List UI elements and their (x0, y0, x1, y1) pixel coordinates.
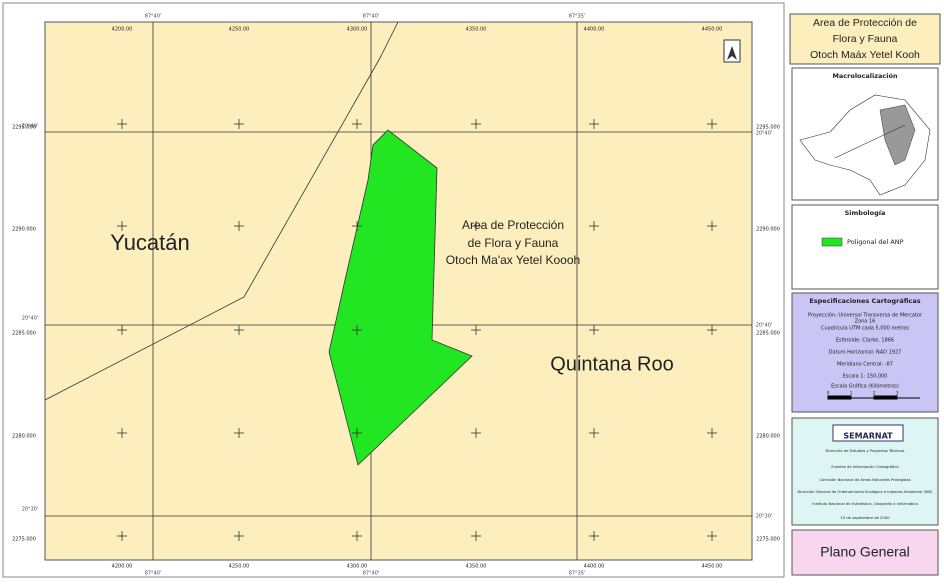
northing-label: 2285.000 (756, 331, 780, 337)
northing-label: 2275.000 (12, 537, 36, 543)
spec-line: Cuadrícula UTM cada 5,000 metros (821, 325, 909, 332)
degree-label: 20°30' (756, 514, 773, 520)
degree-label: 87°35' (569, 571, 586, 577)
logo-text: SEMARNAT (843, 432, 893, 441)
easting-label: 4300.00 (347, 564, 368, 570)
northing-label: 2295.000 (756, 125, 780, 131)
credit-line: 15 de septiembre de 2000 (841, 516, 891, 520)
credit-line: Comisión Nacional de Áreas Naturales Pro… (819, 477, 910, 482)
degree-label: 87°40' (145, 571, 162, 577)
northing-label: 2275.000 (756, 537, 780, 543)
easting-label: 4350.00 (466, 564, 487, 570)
easting-label: 4200.00 (112, 27, 133, 33)
region-label: Quintana Roo (550, 353, 673, 375)
northing-label: 2295.000 (12, 125, 36, 131)
easting-label: 4400.00 (584, 564, 605, 570)
degree-label: 20°40' (756, 131, 773, 137)
credit-line: Fuentes de Información Cartográfica (831, 465, 898, 469)
degree-label: 87°40' (363, 571, 380, 577)
easting-label: 4450.00 (702, 27, 723, 33)
section-title: Especificaciones Cartográficas (809, 297, 920, 305)
spec-line: Meridiano Central: -87 (837, 362, 893, 368)
scale-tick: 2 (873, 391, 876, 397)
credit-line: Dirección de Estudios y Proyectos Técnic… (826, 449, 905, 453)
degree-label: 20°40' (756, 323, 773, 329)
anp-polygon (328, 129, 473, 466)
credit-line: Dirección General de Ordenamiento Ecológ… (798, 490, 933, 494)
region-label: Yucatán (110, 230, 190, 255)
degree-label: 87°40' (145, 14, 162, 20)
panel-title: Otoch Maáx Yetel Kooh (810, 49, 920, 61)
degree-label: 20°40' (22, 124, 39, 130)
section-title: Simbología (845, 209, 886, 217)
north-arrow (723, 39, 741, 63)
degree-label: 20°30' (22, 507, 39, 513)
spec-line: Datum Horizontal: NAD 1927 (829, 350, 902, 356)
anp-label: de Flora y Fauna (468, 236, 559, 250)
northing-label: 2280.000 (12, 434, 36, 440)
northing-label: 2285.000 (12, 331, 36, 337)
spec-line: Esferoide: Clarke, 1866 (836, 338, 894, 344)
anp-label: Area de Protección (462, 218, 564, 232)
northing-label: 2290.000 (756, 227, 780, 233)
degree-label: 87°35' (569, 14, 586, 20)
spec-line: Zona 16 (855, 319, 876, 325)
panel-title: Area de Protección de (813, 17, 917, 29)
easting-label: 4250.00 (229, 27, 250, 33)
state-boundary (44, 21, 399, 401)
easting-label: 4200.00 (112, 564, 133, 570)
spec-line: Escala 1: 150,000 (843, 374, 888, 380)
sheet-label: Plano General (820, 544, 910, 560)
easting-label: 4250.00 (229, 564, 250, 570)
right-panel (789, 13, 941, 576)
easting-label: 4400.00 (584, 27, 605, 33)
easting-label: 4450.00 (702, 564, 723, 570)
anp-label: Otoch Ma'ax Yetel Koooh (446, 253, 580, 267)
northing-label: 2280.000 (756, 434, 780, 440)
credit-line: Instituto Nacional de Estadística, Geogr… (812, 502, 917, 506)
scale-tick: 1 (850, 391, 853, 397)
section-title: Macrolocalización (832, 72, 897, 80)
degree-label: 87°40' (363, 14, 380, 20)
grid-crosses (117, 119, 717, 541)
easting-label: 4350.00 (466, 27, 487, 33)
northing-label: 2290.000 (12, 227, 36, 233)
scale-tick: 3 (896, 391, 899, 397)
degree-label: 20°40' (22, 316, 39, 322)
labels: 4200.00 4200.00 4250.00 4250.00 4300.00 4300.… (12, 14, 933, 577)
legend-item: Poligonal del ANP (847, 238, 904, 246)
panel-title: Flora y Fauna (833, 33, 898, 45)
easting-label: 4300.00 (347, 27, 368, 33)
scale-tick: 0 (827, 391, 830, 397)
spec-line: Proyección: Universal Transversa de Merc… (808, 312, 923, 319)
spec-line: Escala Gráfica (Kilómetros) (831, 383, 899, 390)
